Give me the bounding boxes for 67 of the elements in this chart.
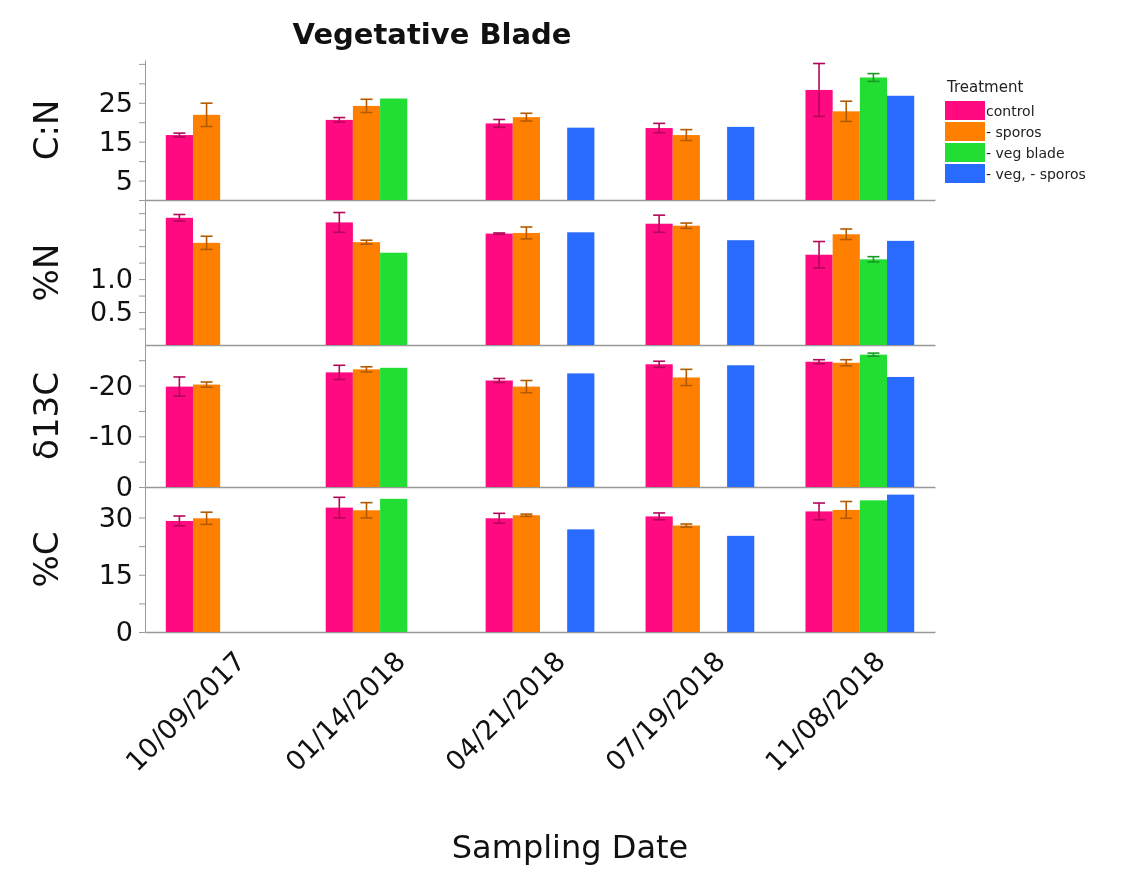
bar — [512, 515, 540, 632]
y-tick-label: 25 — [98, 86, 133, 118]
bar — [325, 507, 353, 632]
y-tick-label: 5 — [115, 164, 133, 196]
y-tick-label: 15 — [98, 125, 133, 157]
bar — [672, 525, 700, 632]
bar — [352, 105, 381, 200]
bar — [567, 529, 595, 632]
legend-label: - veg, - sporos — [986, 166, 1086, 182]
y-tick-label: -20 — [88, 369, 133, 401]
bar — [727, 240, 755, 345]
bar — [859, 77, 888, 200]
bar — [727, 126, 755, 200]
bar — [325, 119, 353, 200]
bar — [645, 128, 673, 200]
bar — [165, 135, 193, 200]
bar — [805, 254, 833, 345]
y-axis-title: C:N — [26, 99, 66, 161]
legend-label: control — [986, 103, 1035, 119]
legend-title: Treatment — [946, 78, 1024, 96]
legend-label: - veg blade — [986, 145, 1065, 161]
bar — [512, 232, 540, 345]
bar — [485, 233, 513, 345]
bar — [192, 518, 221, 632]
bar — [352, 510, 381, 632]
y-tick-label: 30 — [98, 501, 133, 533]
y-tick-label: 0 — [115, 471, 133, 503]
y-axis-title: %N — [26, 243, 66, 302]
bar — [567, 232, 595, 345]
chart-title: Vegetative Blade — [292, 17, 572, 51]
bar — [672, 135, 700, 200]
bar — [380, 498, 408, 632]
bar — [832, 111, 860, 200]
bar — [859, 259, 888, 345]
bar — [352, 242, 381, 345]
bar — [380, 252, 408, 345]
bar — [645, 223, 673, 345]
y-tick-label: 0.5 — [90, 296, 133, 328]
x-axis-title: Sampling Date — [451, 828, 689, 866]
bar — [485, 518, 513, 632]
y-tick-label: 0 — [115, 616, 133, 648]
bar — [832, 509, 860, 632]
y-tick-label: 1.0 — [90, 263, 133, 295]
bar — [567, 127, 595, 200]
bar — [832, 234, 860, 345]
y-tick-label: 15 — [98, 558, 133, 590]
y-tick-label: -10 — [88, 420, 133, 452]
bar — [192, 242, 221, 345]
y-axis-title: %C — [26, 531, 66, 588]
legend-label: - sporos — [986, 124, 1042, 140]
bar — [165, 217, 193, 345]
bar — [380, 98, 408, 200]
bar — [887, 494, 915, 632]
bar — [859, 500, 888, 632]
bar — [672, 225, 700, 345]
bar — [485, 123, 513, 200]
bar — [512, 117, 540, 200]
y-axis-title: δ13C — [26, 372, 66, 460]
bar — [887, 240, 915, 345]
bar — [645, 516, 673, 632]
bar — [325, 222, 353, 345]
bar — [727, 535, 755, 632]
bar — [805, 511, 833, 632]
bar — [805, 89, 833, 200]
bar — [192, 114, 221, 200]
bar — [887, 95, 915, 200]
bar — [165, 520, 193, 632]
